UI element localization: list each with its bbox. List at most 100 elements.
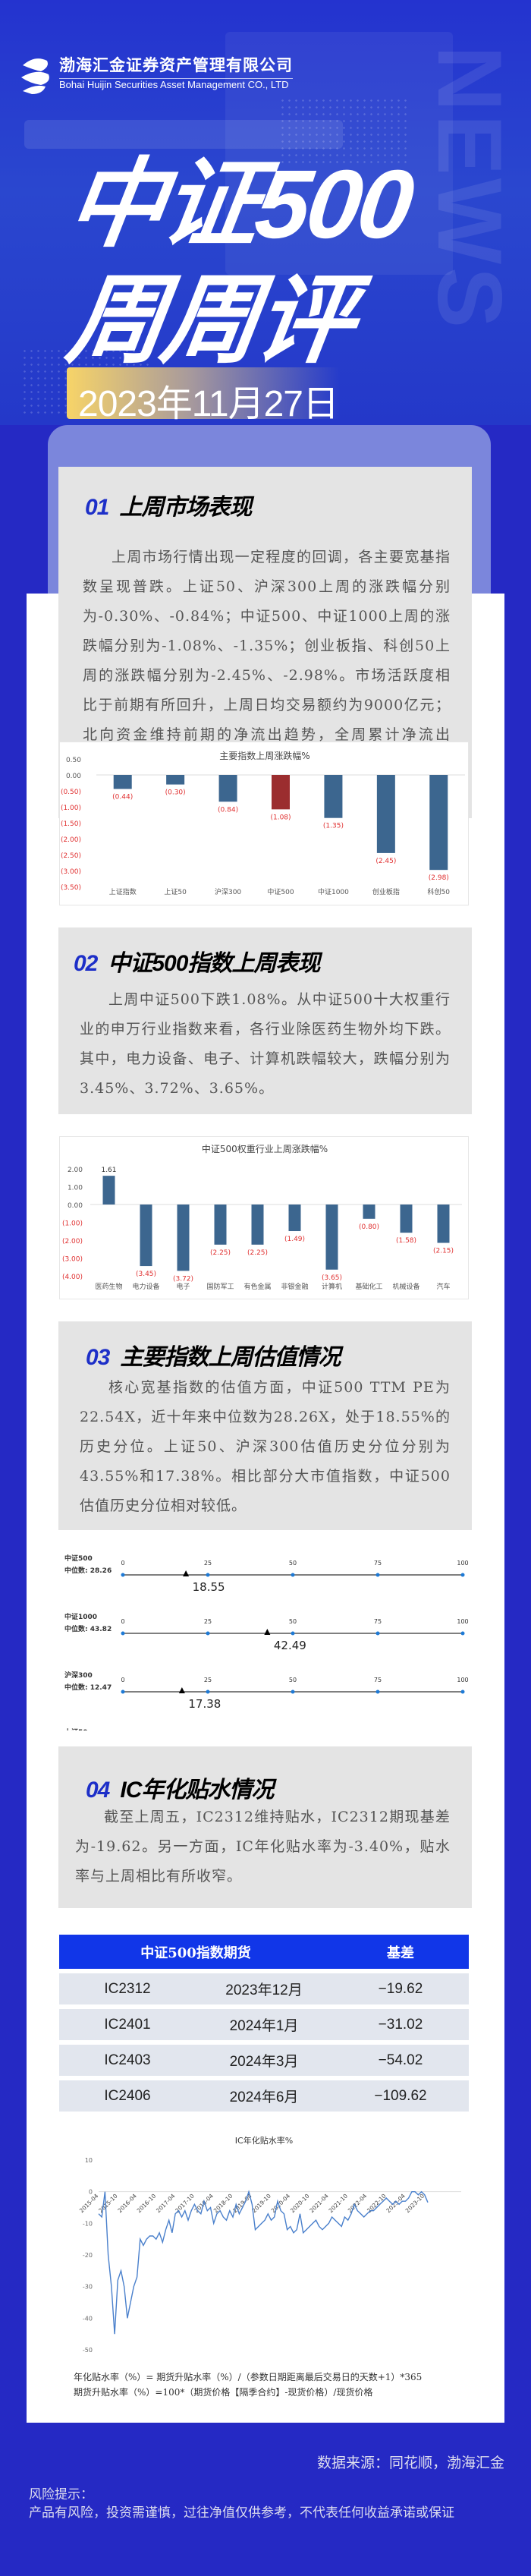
x-tick-label: 2021-04 <box>308 2193 330 2215</box>
formula-basis: 期货升贴水率（%）=100*（期货价格【隔季合约】-现货价格）/现货价格 <box>74 2387 373 2398</box>
table-header: 中证500指数期货 基差 <box>59 1935 469 1969</box>
tick-dot <box>291 1573 295 1577</box>
data-source: 数据来源：同花顺，渤海汇金 <box>316 2455 504 2471</box>
section-title: 02 中证500指数上周表现 <box>74 944 320 978</box>
category-label: 国防军工 <box>206 1282 234 1291</box>
bar <box>113 775 132 789</box>
table-cell: −54.02 <box>378 2052 423 2068</box>
data-label: (0.30) <box>165 789 186 797</box>
y-tick-label: -40 <box>83 2315 93 2322</box>
section-text: 截至上周五，IC2312维持贴水，IC2312期现基差为-19.62。另一方面，… <box>75 1809 451 1885</box>
axis-tick: 100 <box>457 1618 468 1625</box>
chart-title: IC年化贴水率% <box>235 2135 293 2146</box>
bar <box>429 775 448 871</box>
x-tick-label: 2016-04 <box>116 2193 138 2215</box>
bar <box>177 1205 190 1271</box>
x-tick-label: 2023-04 <box>385 2193 407 2215</box>
table-cell: 2023年12月 <box>225 1982 303 1998</box>
report-date: 2023年11月27日 <box>78 384 339 424</box>
y-tick-label: (1.00) <box>62 1220 83 1228</box>
news-watermark: NEWS <box>419 46 520 331</box>
bar <box>166 775 185 785</box>
category-label: 医药生物 <box>95 1282 122 1291</box>
data-label: (1.08) <box>270 814 291 821</box>
axis-tick: 25 <box>204 1677 212 1683</box>
data-label: (2.45) <box>375 858 396 865</box>
column-header: 中证500指数期货 <box>140 1945 251 1961</box>
percentile-marker <box>183 1570 190 1576</box>
y-tick-label: (3.00) <box>61 868 81 876</box>
axis-tick: 25 <box>204 1560 212 1567</box>
index-returns-chart: 主要指数上周涨跌幅% 0.50 0.00 (0.50) (1.00) (1.50) (2.0… <box>59 742 469 905</box>
tick-dot <box>206 1573 210 1577</box>
table-cell: −109.62 <box>374 2087 427 2104</box>
y-tick-label: (2.50) <box>61 852 81 860</box>
section-03: 03 主要指数上周估值情况 核心宽基指数的估值方面，中证500 TTM PE为22… <box>58 1321 472 1530</box>
axis-tick: 0 <box>121 1677 124 1683</box>
percentile-marker <box>264 1629 271 1635</box>
axis-tick: 0 <box>121 1560 124 1567</box>
company-name-cn: 渤海汇金证券资产管理有限公司 <box>59 53 293 79</box>
bar <box>214 1205 227 1245</box>
section-number: 02 <box>74 951 98 976</box>
data-label: (3.65) <box>322 1274 342 1282</box>
axis-tick: 75 <box>374 1560 382 1567</box>
table-cell: 2024年6月 <box>229 2089 299 2105</box>
date-badge <box>67 367 340 419</box>
y-tick-label: -50 <box>83 2347 93 2354</box>
column-header: 基差 <box>387 1945 414 1961</box>
category-label: 非银金融 <box>281 1282 308 1291</box>
table-cell: IC2403 <box>104 2052 151 2068</box>
y-tick-label: (2.00) <box>61 836 81 844</box>
bar <box>376 775 395 853</box>
y-tick-label: 2.00 <box>68 1167 83 1174</box>
x-tick-label: 2017-04 <box>155 2193 177 2215</box>
tick-dot <box>375 1690 380 1694</box>
bar <box>102 1176 115 1205</box>
industry-returns-chart: 中证500权重行业上周涨跌幅% 2.00 1.00 0.00 (1.00) (2.00) (… <box>59 1136 469 1299</box>
x-tick-label: 2016-10 <box>136 2193 158 2215</box>
bar <box>251 1205 264 1245</box>
x-tick-label: 2021-10 <box>328 2193 350 2215</box>
table-cell: IC2401 <box>104 2016 151 2033</box>
category-label: 上证指数 <box>109 887 137 896</box>
section-title: 01 上周市场表现 <box>85 488 252 521</box>
axis-tick: 100 <box>457 1677 468 1683</box>
category-label: 创业板指 <box>372 887 400 896</box>
valuation-percentile-chart: 中证500 中位数: 28.26 0 25 50 75 100 18.55 中证1000 中位数:… <box>64 1554 469 1730</box>
bar <box>363 1205 375 1219</box>
category-label: 计算机 <box>322 1282 342 1291</box>
axis-tick: 75 <box>374 1618 382 1625</box>
axis-tick: 0 <box>121 1618 124 1625</box>
x-tick-label: 2022-10 <box>366 2193 388 2215</box>
y-tick-label: 0 <box>89 2189 93 2196</box>
axis-tick: 25 <box>204 1618 212 1625</box>
axis-tick: 75 <box>374 1677 382 1683</box>
tick-dot <box>121 1573 125 1577</box>
table-cell: 2024年3月 <box>229 2054 299 2070</box>
table-cell: −31.02 <box>378 2016 423 2033</box>
axis-tick: 50 <box>289 1677 297 1683</box>
y-tick-label: (3.50) <box>61 884 81 892</box>
tick-dot <box>460 1690 465 1694</box>
y-tick-label: 10 <box>85 2157 93 2164</box>
bar <box>325 1205 338 1270</box>
data-label: (1.49) <box>284 1236 305 1243</box>
risk-disclaimer: 产品有风险，投资需谨慎，过往净值仅供参考，不代表任何收益承诺或保证 <box>29 2505 454 2521</box>
percentile-marker <box>178 1687 185 1693</box>
category-label: 基础化工 <box>355 1282 382 1291</box>
futures-basis-table: 中证500指数期货 基差 IC2312 2023年12月 −19.62 IC2401 2… <box>59 1935 469 2112</box>
x-tick-label: 2020-10 <box>289 2193 311 2215</box>
tick-dot <box>206 1690 210 1694</box>
table-cell: IC2406 <box>104 2087 151 2104</box>
category-label: 沪深300 <box>215 887 241 896</box>
median-label: 中位数: 28.26 <box>64 1566 112 1575</box>
index-name: 沪深300 <box>64 1671 93 1680</box>
bar <box>288 1205 301 1232</box>
data-label: (3.45) <box>136 1271 156 1278</box>
bar <box>400 1205 413 1233</box>
company-logo <box>21 58 49 94</box>
decoration <box>24 120 343 149</box>
x-tick-label: 2018-10 <box>212 2193 234 2215</box>
title-line2: 周周评 <box>61 266 359 375</box>
